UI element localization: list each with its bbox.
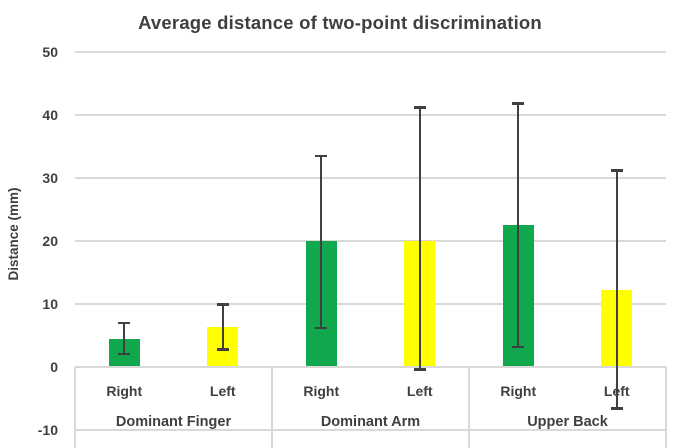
error-bar-cap [610, 169, 623, 172]
error-bar-cap [118, 352, 131, 356]
error-bar-dominant-arm-left [418, 107, 421, 370]
y-tick-label: 10 [42, 296, 58, 312]
y-tick-label: 30 [42, 170, 58, 186]
category-label-dominant-arm-right: Right [303, 383, 340, 399]
y-tick-label: 50 [42, 44, 58, 60]
category-axis-border-vertical [271, 367, 273, 448]
error-bar-cap [512, 102, 525, 105]
error-bar-dominant-arm-right [320, 155, 323, 328]
y-tick-label: -10 [37, 422, 58, 438]
group-label-dominant-arm: Dominant Arm [320, 414, 421, 430]
category-label-upper-back-right: Right [500, 383, 537, 399]
error-bar-cap [315, 154, 328, 158]
category-label-dominant-finger-right: Right [106, 383, 143, 399]
error-bar-cap [315, 326, 328, 330]
gridline [75, 303, 666, 305]
category-axis-background [76, 368, 665, 448]
gridline [75, 240, 666, 242]
y-tick-label: 0 [50, 359, 58, 375]
chart-title: Average distance of two-point discrimina… [138, 12, 542, 33]
error-bar-cap [610, 407, 623, 410]
error-bar-cap [118, 321, 131, 325]
category-axis-border-horizontal [75, 429, 666, 431]
error-bar-dominant-finger-left [221, 304, 224, 350]
category-label-dominant-arm-left: Left [406, 383, 433, 399]
group-label-dominant-finger: Dominant Finger [115, 414, 232, 430]
error-bar-upper-back-left [615, 170, 618, 409]
category-axis-border-vertical [468, 367, 470, 448]
error-bar-cap [216, 303, 229, 306]
category-axis-border-vertical [665, 367, 667, 448]
gridline [75, 177, 666, 179]
error-bar-upper-back-right [517, 103, 520, 347]
group-label-upper-back: Upper Back [527, 414, 608, 430]
error-bar-cap [216, 348, 229, 351]
error-bar-cap [413, 106, 426, 109]
category-axis-border-vertical [74, 367, 76, 448]
category-label-dominant-finger-left: Left [209, 383, 236, 399]
error-bar-cap [413, 368, 426, 371]
gridline [75, 51, 666, 53]
y-tick-label: 40 [42, 107, 58, 123]
y-tick-label: 20 [42, 233, 58, 249]
error-bar-cap [512, 345, 525, 349]
gridline [75, 114, 666, 116]
error-bar-dominant-finger-right [123, 322, 126, 354]
category-axis-border-horizontal [75, 366, 666, 368]
